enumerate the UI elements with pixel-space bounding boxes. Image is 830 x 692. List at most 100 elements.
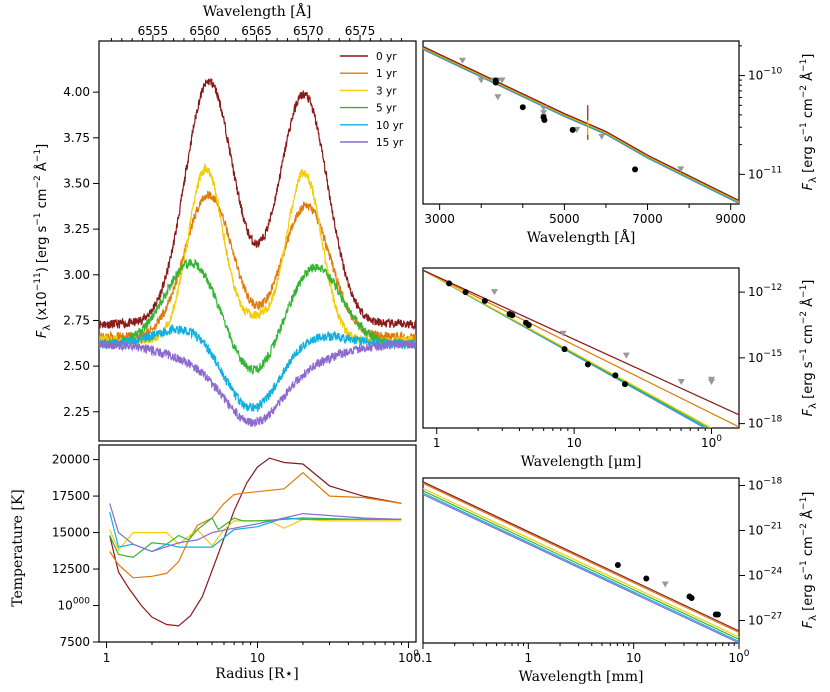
mm-model-0yr bbox=[423, 482, 739, 631]
mm-detection-marker bbox=[715, 612, 721, 618]
ir-ytick-label: 10−18 bbox=[748, 415, 783, 431]
temp-ytick-label: 12500 bbox=[52, 562, 90, 576]
sed-optical-xlabel: Wavelength [Å] bbox=[527, 228, 636, 246]
mm-xtick-label: 0.1 bbox=[413, 651, 432, 665]
ir-ytick-label: 10−12 bbox=[748, 283, 782, 299]
ir-upper-limit-marker bbox=[623, 353, 630, 359]
ir-model-1yr bbox=[423, 270, 739, 427]
sed-optical-chart: 3000 5000 7000 9000 10−10 10−11 bbox=[423, 46, 783, 226]
mm-model-15yr bbox=[423, 495, 739, 644]
halpha-xtick-label: 6575 bbox=[345, 24, 376, 38]
halpha-series-15yr bbox=[99, 340, 416, 427]
ir-xtick-label: 1 bbox=[433, 436, 441, 450]
mm-model-5yr bbox=[423, 491, 739, 640]
legend-label: 5 yr bbox=[376, 103, 397, 115]
halpha-series-0yr bbox=[99, 79, 416, 329]
sed-mm-plot-frame bbox=[423, 478, 739, 643]
mm-detection-marker bbox=[643, 576, 649, 582]
sed-mm-xlabel: Wavelength [mm] bbox=[518, 669, 643, 685]
mm-model-10yr bbox=[423, 493, 739, 642]
opt-model-15yr bbox=[423, 49, 739, 203]
opt-ytick-label: 10−11 bbox=[748, 165, 782, 181]
halpha-xlabel: Wavelength [Å] bbox=[203, 2, 312, 20]
opt-upper-limit-marker bbox=[598, 134, 605, 140]
mm-ytick-label: 10−24 bbox=[748, 567, 783, 583]
ir-ytick-label: 10−15 bbox=[748, 349, 782, 365]
halpha-ytick-label: 2.50 bbox=[63, 359, 90, 373]
mm-xtick-label: 10 bbox=[626, 651, 641, 665]
ir-detection-marker bbox=[509, 312, 515, 318]
halpha-ytick-label: 3.50 bbox=[63, 176, 90, 190]
legend-label: 0 yr bbox=[376, 51, 397, 63]
opt-upper-limit-marker bbox=[478, 78, 485, 84]
opt-model-10yr bbox=[423, 49, 739, 203]
opt-model-5yr bbox=[423, 48, 739, 202]
temp-ytick-label: 7500 bbox=[59, 635, 90, 649]
opt-upper-limit-marker bbox=[459, 58, 466, 64]
mm-model-1yr bbox=[423, 483, 739, 632]
mm-ytick-label: 10−21 bbox=[748, 522, 782, 538]
halpha-xtick-label: 6570 bbox=[293, 24, 324, 38]
opt-xtick-label: 5000 bbox=[549, 212, 580, 226]
ir-xtick-label: 100 bbox=[701, 434, 722, 450]
temp-ytick-label: 10000 bbox=[58, 597, 91, 613]
sed-mm-ylabel: Fλ [erg s−1 cm−2 Å−1] bbox=[799, 492, 819, 629]
mm-xtick-label: 100 bbox=[728, 649, 749, 665]
halpha-chart: 6555 6560 6565 6570 6575 2.25 2.50 2.75 3.00 3.25… bbox=[63, 24, 416, 427]
temp-ytick-label: 20000 bbox=[52, 453, 90, 467]
sed-ir-chart: 1 10 100 10−12 10−15 10−18 bbox=[423, 270, 783, 450]
legend-label: 15 yr bbox=[376, 137, 404, 149]
temp-ytick-label: 15000 bbox=[52, 526, 90, 540]
halpha-xtick-label: 6560 bbox=[189, 24, 220, 38]
temperature-xlabel: Radius [R⋆] bbox=[215, 666, 299, 682]
temp-ytick-label: 17500 bbox=[52, 489, 90, 503]
halpha-legend: 0 yr 1 yr 3 yr 5 yr 10 yr 15 yr bbox=[340, 51, 404, 149]
mm-detection-marker bbox=[615, 562, 621, 568]
sed-ir-ylabel: Fλ [erg s−1 cm−2 Å−1] bbox=[799, 280, 819, 417]
mm-ytick-label: 10−27 bbox=[748, 612, 782, 628]
legend-label: 3 yr bbox=[376, 85, 397, 97]
temp-series-1yr bbox=[110, 473, 402, 578]
sed-optical-ylabel: Fλ [erg s−1 cm−2 Å−1] bbox=[799, 54, 819, 191]
halpha-ytick-label: 2.25 bbox=[63, 405, 90, 419]
temp-xtick-label: 1 bbox=[103, 651, 111, 665]
halpha-ytick-label: 2.75 bbox=[63, 313, 90, 327]
opt-detection-marker bbox=[632, 166, 638, 172]
ir-detection-marker bbox=[482, 298, 488, 304]
mm-detection-marker bbox=[689, 595, 695, 601]
ir-detection-marker bbox=[446, 280, 452, 286]
halpha-ylabel: Fλ (x10−11) [erg s−1 cm−2 Å−1] bbox=[33, 144, 53, 338]
mm-ytick-label: 10−18 bbox=[748, 477, 783, 493]
halpha-ytick-label: 3.25 bbox=[63, 222, 90, 236]
opt-detection-marker bbox=[541, 117, 547, 123]
mm-model-3yr bbox=[423, 489, 739, 638]
opt-detection-marker bbox=[570, 127, 576, 133]
halpha-ytick-label: 3.75 bbox=[63, 131, 90, 145]
ir-model-0yr bbox=[423, 270, 739, 415]
halpha-ytick-label: 3.00 bbox=[63, 268, 90, 282]
opt-detection-marker bbox=[493, 79, 499, 85]
halpha-xtick-label: 6565 bbox=[241, 24, 272, 38]
halpha-ytick-label: 4.00 bbox=[63, 85, 90, 99]
halpha-xtick-label: 6555 bbox=[138, 24, 169, 38]
sed-mm-chart: 0.1 1 10 100 10−18 10−21 10−24 10−27 bbox=[413, 477, 782, 666]
ir-upper-limit-marker bbox=[678, 379, 685, 385]
ir-detection-marker bbox=[585, 361, 591, 367]
temperature-chart: 1 10 100 7500 10000 12500 15000 17500 20000 bbox=[52, 453, 419, 665]
ir-detection-marker bbox=[463, 289, 469, 295]
opt-xtick-label: 3000 bbox=[424, 212, 455, 226]
temp-series-0yr bbox=[110, 458, 402, 626]
opt-ytick-label: 10−10 bbox=[748, 67, 783, 83]
temperature-ylabel: Temperature [K] bbox=[10, 489, 26, 607]
opt-xtick-label: 7000 bbox=[632, 212, 663, 226]
opt-model-3yr bbox=[423, 48, 739, 202]
figure-canvas: 6555 6560 6565 6570 6575 2.25 2.50 2.75 3.00 3.25… bbox=[0, 0, 830, 692]
mm-xtick-label: 1 bbox=[525, 651, 533, 665]
legend-label: 10 yr bbox=[376, 120, 404, 132]
legend-label: 1 yr bbox=[376, 68, 397, 80]
temperature-plot-frame bbox=[99, 445, 416, 642]
opt-upper-limit-marker bbox=[494, 94, 501, 100]
ir-xtick-label: 10 bbox=[566, 436, 581, 450]
ir-detection-marker bbox=[612, 372, 618, 378]
ir-detection-marker bbox=[562, 346, 568, 352]
